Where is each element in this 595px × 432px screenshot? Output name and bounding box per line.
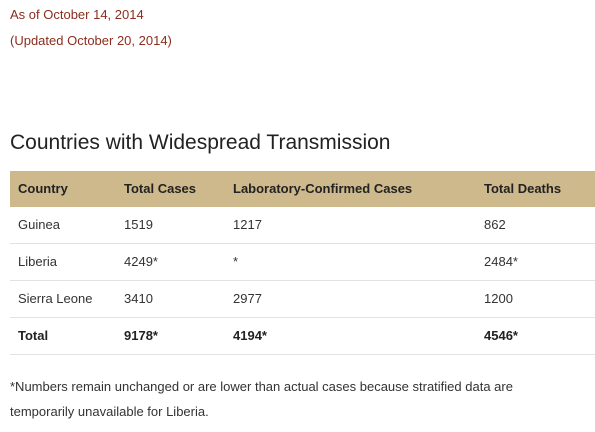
table-cell: 1519 — [124, 217, 153, 232]
table-cell: Total Deaths — [484, 181, 562, 196]
table-cell: 9178* — [124, 328, 158, 343]
table-cell: Guinea — [18, 217, 60, 232]
table-row: Sierra Leone 3410 2977 1200 — [10, 281, 595, 318]
table-cell: 3410 — [124, 291, 153, 306]
as-of-date: As of October 14, 2014 — [10, 7, 144, 22]
table-cell: 4194* — [233, 328, 267, 343]
table-cell: 2484* — [484, 254, 518, 269]
table-cell: Sierra Leone — [18, 291, 93, 306]
total-row: Total 9178* 4194* 4546* — [10, 318, 595, 355]
table-cell: 862 — [484, 217, 506, 232]
table-row: Liberia 4249* * 2484* — [10, 244, 595, 281]
table-cell: Country — [18, 181, 68, 196]
section-title: Countries with Widespread Transmission — [10, 131, 391, 154]
table-cell: Liberia — [18, 254, 58, 269]
table-cell: 1217 — [233, 217, 262, 232]
table-cell: 4249* — [124, 254, 158, 269]
header-row: Country Total Cases Laboratory-Confirmed C… — [10, 171, 595, 207]
table-cell: 1200 — [484, 291, 513, 306]
table-cell: * — [233, 254, 239, 269]
data-table: Country Total Cases Laboratory-Confirmed C… — [10, 171, 595, 355]
table-cell: Laboratory-Confirmed Cases — [233, 181, 413, 196]
table-cell: Total Cases — [124, 181, 197, 196]
table-row: Guinea 1519 1217 862 — [10, 207, 595, 244]
updated-date: (Updated October 20, 2014) — [10, 33, 172, 48]
table-cell: 4546* — [484, 328, 518, 343]
table-cell: Total — [18, 328, 49, 343]
footnote: *Numbers remain unchanged or are lower t… — [10, 379, 513, 419]
table-cell: 2977 — [233, 291, 262, 306]
